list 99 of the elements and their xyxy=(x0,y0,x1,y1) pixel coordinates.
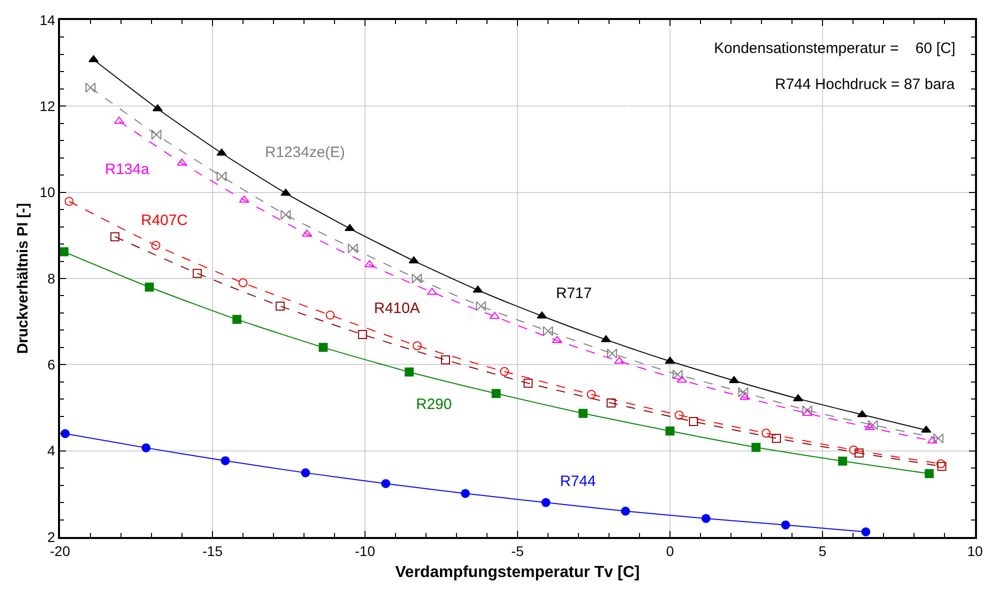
x-tick-label: 5 xyxy=(818,542,827,559)
point xyxy=(936,459,946,468)
point xyxy=(672,370,683,380)
point xyxy=(740,392,750,400)
point xyxy=(868,420,878,430)
point xyxy=(239,196,250,203)
point xyxy=(524,378,533,388)
point xyxy=(301,468,310,478)
point xyxy=(412,341,422,350)
point xyxy=(408,256,419,264)
point xyxy=(472,286,483,293)
series-label: R134a xyxy=(105,161,150,178)
point xyxy=(110,232,120,242)
y-tick-label: 4 xyxy=(47,442,56,459)
point xyxy=(151,130,162,140)
point xyxy=(151,240,160,250)
x-tick-label: 0 xyxy=(666,542,674,559)
point xyxy=(552,336,562,344)
x-tick-label: -20 xyxy=(50,542,70,559)
point xyxy=(921,426,932,433)
point xyxy=(86,82,96,93)
point xyxy=(854,448,864,458)
series-label: R407C xyxy=(141,212,188,229)
point xyxy=(927,436,938,444)
point xyxy=(738,387,748,398)
point xyxy=(861,527,870,536)
point xyxy=(144,282,154,292)
point xyxy=(781,520,790,530)
point xyxy=(318,342,328,352)
point xyxy=(476,301,486,312)
y-tick-label: 2 xyxy=(47,528,56,545)
x-tick-label: 10 xyxy=(967,542,983,559)
point xyxy=(614,356,624,364)
y-tick-label: 10 xyxy=(40,184,56,200)
point xyxy=(412,274,422,284)
point xyxy=(381,479,390,488)
point xyxy=(492,389,501,398)
point xyxy=(276,302,285,311)
point xyxy=(192,268,202,278)
point xyxy=(802,405,812,416)
point xyxy=(541,498,550,508)
point xyxy=(620,506,630,516)
point xyxy=(142,443,151,452)
point xyxy=(849,445,858,454)
x-axis-title: Verdampfungstemperatur Tv [C] xyxy=(395,564,640,581)
point xyxy=(857,410,868,418)
point xyxy=(60,247,68,256)
text: R1234ze(E) xyxy=(265,144,346,161)
point xyxy=(864,423,875,430)
y-tick-label: 8 xyxy=(47,270,56,286)
y-tick-label: 12 xyxy=(40,98,56,114)
point xyxy=(220,456,230,466)
point xyxy=(933,433,944,444)
point xyxy=(606,398,616,408)
point xyxy=(772,434,781,443)
y-axis-title: Druckverhältnis PI [-] xyxy=(14,203,32,354)
series-label: R744 xyxy=(560,473,596,490)
point xyxy=(578,408,588,418)
point xyxy=(238,278,248,288)
point xyxy=(924,469,934,478)
point xyxy=(441,355,450,364)
point xyxy=(752,442,761,452)
x-tick-label: -5 xyxy=(511,542,524,559)
point xyxy=(114,116,124,124)
point xyxy=(802,408,812,416)
point xyxy=(280,210,291,220)
point xyxy=(666,426,674,436)
point xyxy=(701,514,710,523)
point xyxy=(358,330,368,340)
point xyxy=(688,417,698,426)
point xyxy=(586,390,596,399)
point xyxy=(607,348,618,358)
series-label: R410A xyxy=(374,300,420,317)
point xyxy=(60,429,70,438)
point xyxy=(64,196,74,206)
point xyxy=(674,410,684,420)
series-label: R717 xyxy=(556,285,592,302)
point xyxy=(280,188,291,196)
point xyxy=(348,243,358,254)
point xyxy=(344,224,355,232)
point xyxy=(232,314,242,324)
point xyxy=(216,148,227,156)
point xyxy=(460,488,470,498)
x-tick-label: -15 xyxy=(202,542,223,559)
y-tick-label: 6 xyxy=(47,356,56,373)
point xyxy=(838,456,848,466)
point xyxy=(326,310,335,320)
point xyxy=(543,326,553,336)
annotation: Kondensationstemperatur = 60 [C] xyxy=(714,40,956,57)
series-label: R290 xyxy=(416,396,452,413)
point xyxy=(490,312,500,319)
point xyxy=(937,462,946,471)
point xyxy=(500,367,509,376)
point xyxy=(404,367,414,376)
x-tick-label: -10 xyxy=(354,542,376,559)
y-tick-label: 14 xyxy=(40,12,56,28)
annotation: R744 Hochdruck = 87 bara xyxy=(775,76,956,93)
point xyxy=(216,171,227,182)
point xyxy=(762,428,771,438)
